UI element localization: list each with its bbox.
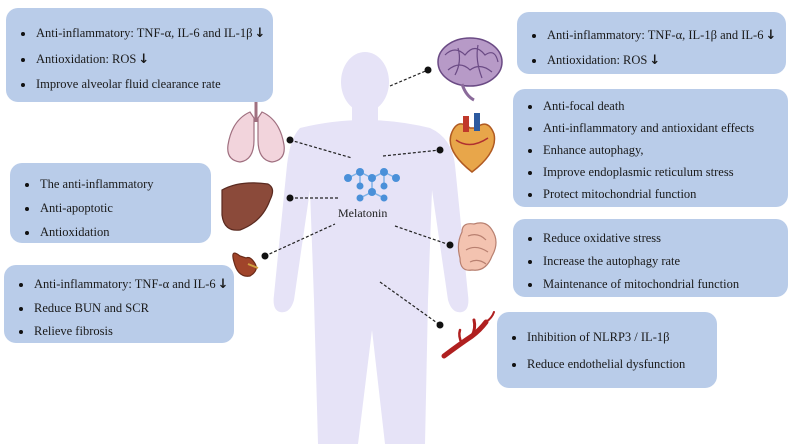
heart-effects-box: Anti-focal death Anti-inflammatory and a… — [513, 89, 788, 207]
connector-dots — [261, 66, 454, 329]
list-item: Anti-inflammatory: TNF-α, IL-6 and IL-1β… — [16, 26, 265, 42]
kidney-effects-box: Anti-inflammatory: TNF-α and IL-6 ↓ Reduc… — [4, 265, 234, 343]
lung-icon — [227, 100, 285, 163]
lung-effects-box: Anti-inflammatory: TNF-α, IL-6 and IL-1β… — [6, 8, 273, 102]
list-item: Anti-inflammatory: TNF-α and IL-6 ↓ — [14, 277, 229, 293]
brain-effects-list: Anti-inflammatory: TNF-α, IL-1β and IL-6… — [527, 28, 776, 68]
blood-vessel-icon — [441, 311, 495, 359]
list-item: Maintenance of mitochondrial function — [523, 277, 778, 292]
intestine-effects-list: Reduce oxidative stress Increase the aut… — [523, 231, 778, 292]
vessel-effects-list: Inhibition of NLRP3 / IL-1β Reduce endot… — [507, 330, 707, 372]
list-item: Antioxidation: ROS ↓ — [527, 53, 776, 69]
list-item: Reduce oxidative stress — [523, 231, 778, 246]
lung-effects-list: Anti-inflammatory: TNF-α, IL-6 and IL-1β… — [16, 26, 265, 93]
list-item: Reduce BUN and SCR — [14, 301, 224, 316]
list-item: Enhance autophagy, — [523, 143, 778, 158]
liver-effects-list: The anti-inflammatory Anti-apoptotic Ant… — [20, 177, 201, 240]
human-silhouette — [273, 52, 469, 444]
list-item: Inhibition of NLRP3 / IL-1β — [507, 330, 707, 345]
list-item: Anti-inflammatory: TNF-α, IL-1β and IL-6… — [527, 28, 776, 44]
list-item: Anti-focal death — [523, 99, 778, 114]
kidney-effects-list: Anti-inflammatory: TNF-α and IL-6 ↓ Reduc… — [14, 277, 229, 339]
melatonin-label: Melatonin — [338, 206, 388, 220]
list-item: The anti-inflammatory — [20, 177, 201, 192]
brain-icon — [437, 37, 503, 102]
list-item: Antioxidation: ROS ↓ — [16, 52, 263, 68]
list-item: Increase the autophagy rate — [523, 254, 778, 269]
heart-effects-list: Anti-focal death Anti-inflammatory and a… — [523, 99, 778, 202]
list-item: Antioxidation — [20, 225, 201, 240]
kidney-icon — [232, 252, 259, 277]
brain-effects-box: Anti-inflammatory: TNF-α, IL-1β and IL-6… — [517, 12, 786, 74]
list-item: Improve endoplasmic reticulum stress — [523, 165, 778, 180]
intestine-effects-box: Reduce oxidative stress Increase the aut… — [513, 219, 788, 297]
intestine-icon — [457, 222, 497, 271]
list-item: Anti-apoptotic — [20, 201, 201, 216]
melatonin-molecule-icon — [344, 168, 400, 202]
list-item: Relieve fibrosis — [14, 324, 224, 339]
liver-icon — [221, 182, 274, 231]
list-item: Reduce endothelial dysfunction — [507, 357, 707, 372]
connectors — [264, 69, 451, 326]
list-item: Protect mitochondrial function — [523, 187, 778, 202]
heart-icon — [449, 113, 496, 173]
vessel-effects-box: Inhibition of NLRP3 / IL-1β Reduce endot… — [497, 312, 717, 388]
list-item: Improve alveolar fluid clearance rate — [16, 77, 263, 93]
liver-effects-box: The anti-inflammatory Anti-apoptotic Ant… — [10, 163, 211, 243]
list-item: Anti-inflammatory and antioxidant effect… — [523, 121, 778, 136]
